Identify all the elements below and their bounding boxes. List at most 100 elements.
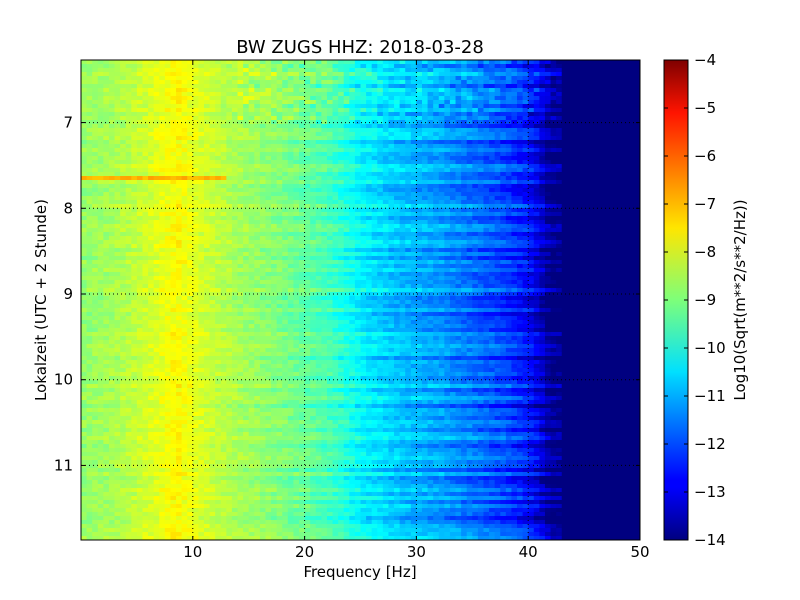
heatmap-cell — [215, 128, 222, 133]
heatmap-cell — [505, 92, 513, 97]
heatmap-cell — [612, 196, 619, 201]
heatmap-cell — [606, 72, 613, 77]
heatmap-cell — [125, 212, 132, 217]
heatmap-cell — [539, 84, 546, 89]
heatmap-cell — [533, 208, 540, 213]
heatmap-cell — [198, 180, 205, 185]
heatmap-cell — [360, 124, 367, 129]
heatmap-cell — [438, 132, 445, 137]
heatmap-cell — [315, 172, 322, 177]
heatmap-cell — [114, 132, 121, 137]
heatmap-cell — [226, 180, 233, 185]
heatmap-cell — [494, 252, 501, 257]
heatmap-cell — [231, 236, 239, 241]
heatmap-cell — [215, 236, 222, 241]
heatmap-cell — [394, 132, 401, 137]
heatmap-cell — [287, 160, 295, 165]
heatmap-cell — [455, 200, 462, 205]
heatmap-cell — [399, 104, 406, 109]
heatmap-cell — [293, 104, 300, 109]
heatmap-cell — [455, 224, 462, 229]
heatmap-cell — [561, 252, 568, 257]
heatmap-cell — [148, 200, 155, 205]
heatmap-cell — [142, 112, 149, 117]
heatmap-cell — [600, 208, 608, 213]
heatmap-cell — [304, 88, 311, 93]
heatmap-cell — [287, 108, 295, 113]
heatmap-cell — [326, 232, 334, 237]
heatmap-cell — [164, 192, 172, 197]
heatmap-cell — [237, 188, 244, 193]
heatmap-cell — [276, 112, 283, 117]
heatmap-cell — [97, 136, 104, 141]
heatmap-cell — [136, 220, 144, 225]
heatmap-cell — [108, 132, 116, 137]
heatmap-cell — [388, 88, 395, 93]
heatmap-cell — [612, 124, 619, 129]
heatmap-cell — [595, 84, 602, 89]
heatmap-cell — [371, 108, 378, 113]
heatmap-cell — [500, 196, 507, 201]
heatmap-cell — [237, 172, 244, 177]
heatmap-cell — [377, 68, 384, 73]
heatmap-cell — [187, 248, 194, 253]
heatmap-cell — [410, 140, 417, 145]
heatmap-cell — [248, 176, 255, 181]
heatmap-cell — [433, 156, 440, 161]
heatmap-cell — [176, 232, 183, 237]
heatmap-cell — [606, 128, 613, 133]
heatmap-cell — [215, 60, 222, 65]
heatmap-cell — [209, 184, 216, 189]
heatmap-cell — [578, 136, 585, 141]
heatmap-cell — [405, 200, 412, 205]
heatmap-cell — [433, 124, 440, 129]
heatmap-cell — [444, 108, 451, 113]
heatmap-cell — [287, 136, 295, 141]
heatmap-cell — [120, 208, 127, 213]
heatmap-cell — [271, 216, 278, 221]
heatmap-cell — [589, 176, 596, 181]
heatmap-cell — [634, 168, 640, 173]
heatmap-cell — [612, 220, 619, 225]
heatmap-cell — [511, 140, 518, 145]
heatmap-cell — [148, 220, 155, 225]
heatmap-cell — [433, 72, 440, 77]
heatmap-cell — [427, 64, 434, 69]
heatmap-cell — [259, 88, 267, 93]
heatmap-cell — [203, 116, 211, 121]
heatmap-cell — [433, 224, 440, 229]
heatmap-cell — [108, 192, 116, 197]
heatmap-cell — [215, 212, 222, 217]
heatmap-cell — [315, 176, 322, 181]
heatmap-cell — [287, 148, 295, 153]
heatmap-cell — [511, 100, 518, 105]
heatmap-cell — [120, 200, 127, 205]
heatmap-cell — [315, 224, 322, 229]
heatmap-cell — [203, 256, 211, 261]
heatmap-cell — [181, 112, 188, 117]
heatmap-cell — [366, 164, 373, 169]
heatmap-cell — [120, 164, 127, 169]
heatmap-cell — [276, 160, 283, 165]
heatmap-cell — [254, 108, 261, 113]
heatmap-cell — [349, 92, 356, 97]
heatmap-cell — [572, 184, 580, 189]
heatmap-cell — [125, 76, 132, 81]
heatmap-cell — [220, 88, 227, 93]
heatmap-cell — [293, 112, 300, 117]
heatmap-cell — [394, 180, 401, 185]
heatmap-cell — [299, 244, 306, 249]
heatmap-cell — [354, 188, 362, 193]
heatmap-cell — [528, 144, 535, 149]
heatmap-cell — [231, 92, 239, 97]
heatmap-cell — [399, 256, 406, 261]
heatmap-cell — [617, 84, 624, 89]
heatmap-cell — [405, 208, 412, 213]
heatmap-cell — [455, 76, 462, 81]
heatmap-cell — [209, 100, 216, 105]
heatmap-cell — [209, 168, 216, 173]
heatmap-cell — [243, 212, 250, 217]
heatmap-cell — [343, 112, 350, 117]
heatmap-cell — [310, 180, 317, 185]
heatmap-cell — [265, 76, 272, 81]
